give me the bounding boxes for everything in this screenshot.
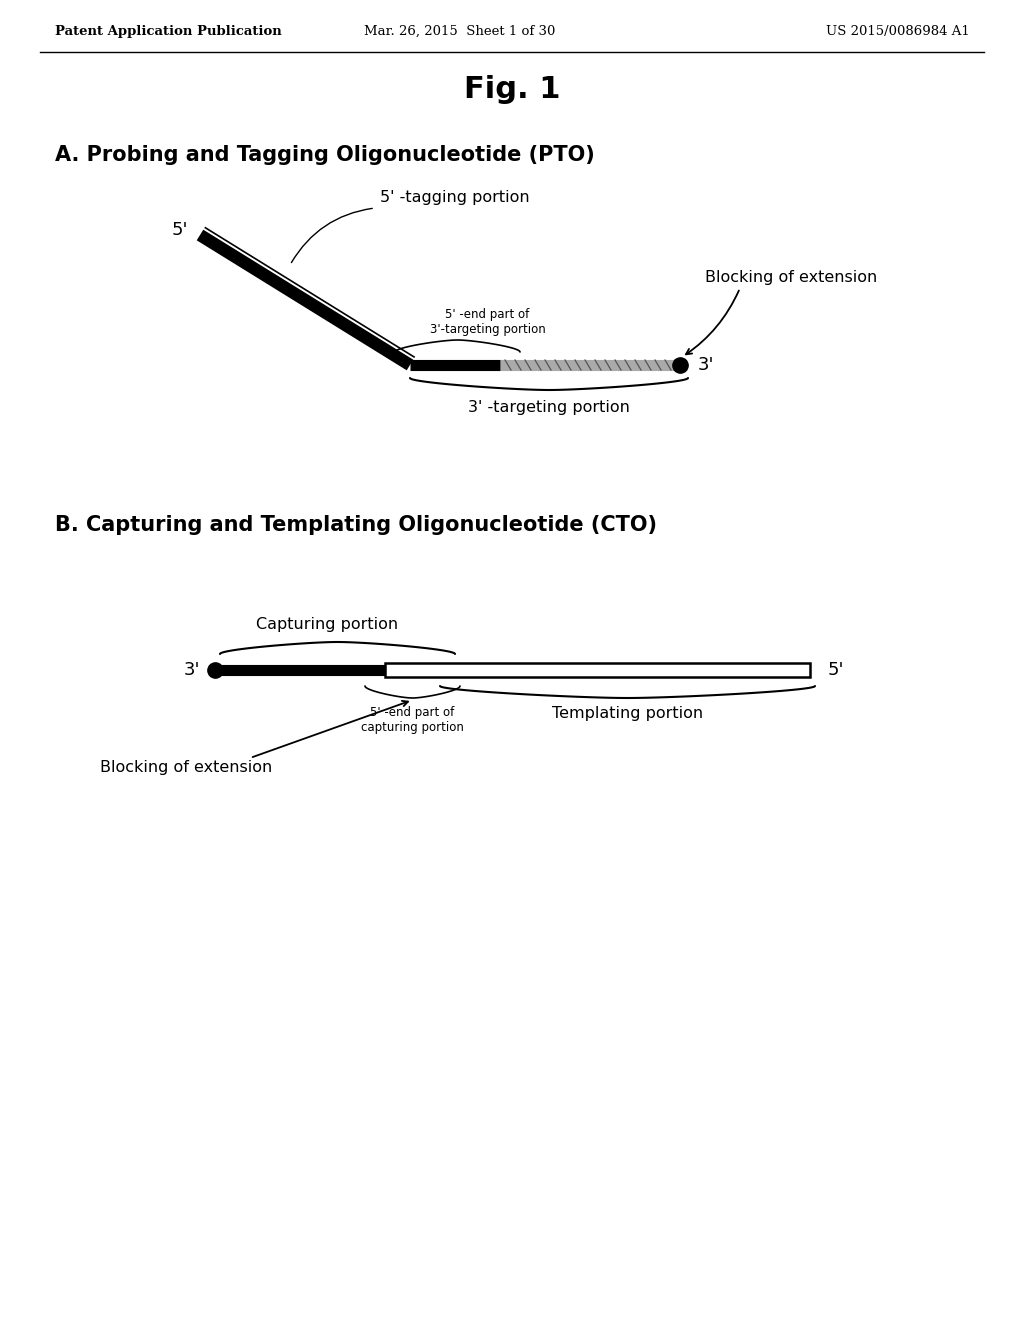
Text: 5': 5'	[828, 661, 845, 678]
Text: Patent Application Publication: Patent Application Publication	[55, 25, 282, 38]
Text: A. Probing and Tagging Oligonucleotide (PTO): A. Probing and Tagging Oligonucleotide (…	[55, 145, 595, 165]
Text: Mar. 26, 2015  Sheet 1 of 30: Mar. 26, 2015 Sheet 1 of 30	[365, 25, 556, 38]
Text: 5' -end part of
capturing portion: 5' -end part of capturing portion	[361, 706, 464, 734]
Bar	[385, 663, 810, 677]
Text: 5': 5'	[171, 220, 188, 239]
Text: Blocking of extension: Blocking of extension	[705, 271, 878, 285]
Text: 3' -targeting portion: 3' -targeting portion	[468, 400, 630, 414]
Text: Capturing portion: Capturing portion	[256, 616, 398, 632]
Text: 5' -end part of
3'-targeting portion: 5' -end part of 3'-targeting portion	[430, 308, 546, 337]
Text: US 2015/0086984 A1: US 2015/0086984 A1	[826, 25, 970, 38]
Text: Fig. 1: Fig. 1	[464, 75, 560, 104]
Text: B. Capturing and Templating Oligonucleotide (CTO): B. Capturing and Templating Oligonucleot…	[55, 515, 657, 535]
Text: 5' -tagging portion: 5' -tagging portion	[380, 190, 529, 205]
Text: 3': 3'	[183, 661, 200, 678]
Text: 3': 3'	[698, 356, 715, 374]
Text: Templating portion: Templating portion	[552, 706, 703, 721]
Text: Blocking of extension: Blocking of extension	[100, 760, 272, 775]
